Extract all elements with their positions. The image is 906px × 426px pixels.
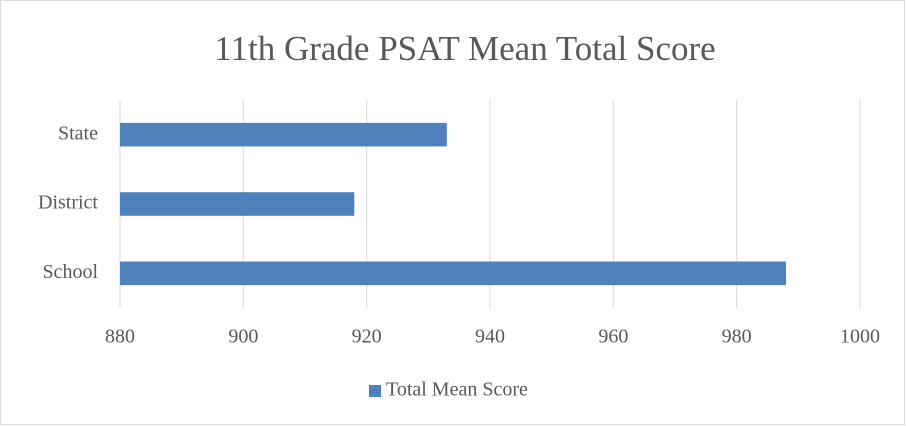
legend-swatch [369,385,381,397]
legend-label: Total Mean Score [386,379,528,401]
x-tick-label: 980 [722,326,752,348]
x-tick-label: 880 [105,326,135,348]
x-tick-label: 900 [228,326,258,348]
bar [120,122,447,147]
x-tick-label: 960 [598,326,628,348]
x-tick-label: 1000 [840,326,880,348]
bar [120,192,355,216]
x-tick-label: 920 [352,326,382,348]
y-tick-label: State [58,122,98,144]
bar [120,261,786,286]
chart-title: 11th Grade PSAT Mean Total Score [214,29,715,68]
x-tick-label: 940 [475,326,505,348]
y-tick-label: District [38,192,98,214]
y-tick-label: School [42,261,98,283]
